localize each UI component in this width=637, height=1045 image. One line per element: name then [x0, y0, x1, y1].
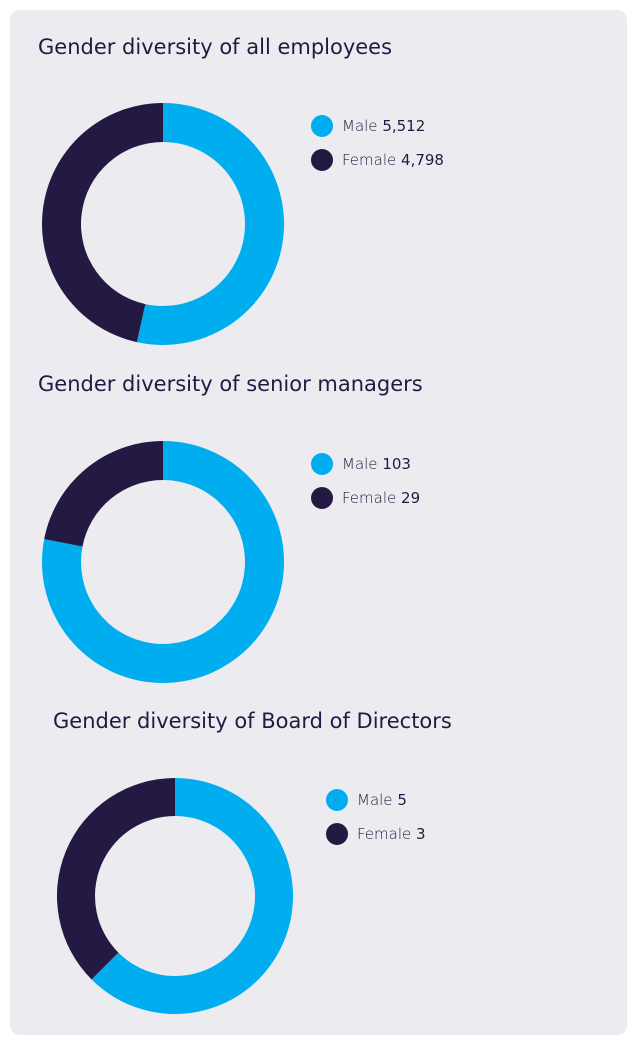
- legend-value: 29: [401, 489, 420, 507]
- legend-swatch: [311, 453, 333, 475]
- legend-entry: Male 5: [357, 791, 407, 809]
- legend-value: 4,798: [401, 151, 444, 169]
- legend-entry: Female 29: [342, 489, 420, 507]
- donut-segment: [91, 778, 293, 1014]
- legend-label: Female: [342, 489, 396, 507]
- legend-label: Male: [357, 791, 393, 809]
- legend-entry: Female 3: [357, 825, 426, 843]
- legend-swatch: [311, 149, 333, 171]
- legend-swatch: [326, 823, 348, 845]
- legend-entry: Female 4,798: [342, 151, 444, 169]
- legend-entry: Male 103: [342, 455, 411, 473]
- legend-label: Male: [342, 455, 378, 473]
- chart-title: Gender diversity of all employees: [38, 35, 392, 59]
- donut-segment: [42, 103, 164, 343]
- legend-value: 5,512: [382, 117, 425, 135]
- donut-segment: [41, 441, 285, 683]
- legend-value: 5: [397, 791, 407, 809]
- donut-segment: [44, 441, 163, 547]
- legend-value: 3: [416, 825, 426, 843]
- legend-swatch: [311, 115, 333, 137]
- legend-swatch: [326, 789, 348, 811]
- legend-swatch: [311, 487, 333, 509]
- donut-segment: [56, 777, 175, 980]
- legend-entry: Male 5,512: [342, 117, 425, 135]
- chart-title: Gender diversity of Board of Directors: [53, 709, 452, 733]
- donut-segment: [136, 103, 285, 346]
- legend-label: Male: [342, 117, 378, 135]
- chart-title: Gender diversity of senior managers: [38, 372, 423, 396]
- legend-label: Female: [357, 825, 411, 843]
- legend-value: 103: [382, 455, 411, 473]
- legend-label: Female: [342, 151, 396, 169]
